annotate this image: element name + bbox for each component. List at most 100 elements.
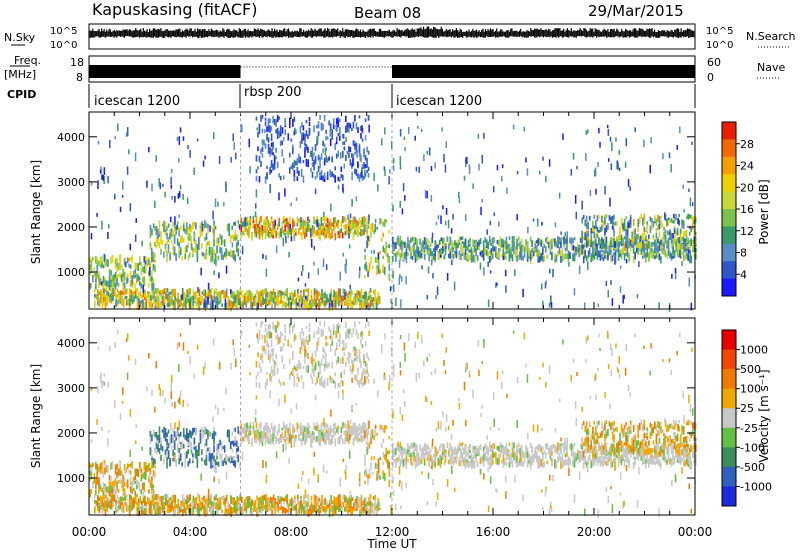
power-cell <box>337 151 339 157</box>
power-cell <box>539 250 541 256</box>
power-cell <box>395 242 397 248</box>
power-cell <box>120 207 122 212</box>
power-cell <box>342 142 344 145</box>
power-cell <box>255 300 257 306</box>
power-cell <box>299 302 301 308</box>
power-cell <box>671 238 673 244</box>
power-cell <box>681 237 683 241</box>
velocity-cell <box>301 439 303 446</box>
velocity-cell <box>364 461 366 466</box>
power-cell <box>444 255 446 259</box>
velocity-cell <box>298 424 300 428</box>
power-cell <box>144 302 146 309</box>
power-cell <box>212 227 214 233</box>
power-cell <box>286 231 288 235</box>
power-cell <box>689 214 691 218</box>
power-cell <box>348 153 350 159</box>
velocity-cell <box>262 436 264 442</box>
power-cell <box>101 221 103 230</box>
velocity-cell <box>268 343 270 348</box>
velocity-cell <box>287 428 289 435</box>
power-cell <box>252 303 254 309</box>
power-cell <box>503 256 505 260</box>
power-cell <box>367 236 369 241</box>
power-cell <box>181 294 183 299</box>
power-cell <box>160 249 162 255</box>
power-cell <box>357 231 359 237</box>
power-cell <box>339 127 341 131</box>
nsky-strip: N.Sky 10^5 10^0 10^5 10^0 N.Search <box>4 24 796 51</box>
power-cell <box>121 299 123 304</box>
power-cell <box>451 260 453 266</box>
power-cell <box>202 291 204 294</box>
power-cell <box>628 243 630 247</box>
velocity-cell <box>159 433 161 439</box>
power-cell <box>601 240 603 244</box>
power-cell <box>330 233 332 240</box>
power-cell <box>683 244 685 249</box>
power-cell <box>159 227 161 233</box>
power-cell <box>222 255 224 261</box>
power-cell <box>234 255 236 262</box>
velocity-cell <box>172 436 174 443</box>
power-cell <box>592 241 594 245</box>
power-cell <box>157 229 159 235</box>
power-cell <box>647 230 649 234</box>
nsearch-tick-top: 10^5 <box>706 26 733 37</box>
power-cell <box>402 208 404 214</box>
velocity-cell <box>271 366 273 374</box>
power-cell <box>613 215 615 220</box>
power-cell <box>213 232 215 239</box>
power-cell <box>483 248 485 255</box>
power-cell <box>241 303 243 307</box>
power-cell <box>218 256 220 261</box>
power-cell <box>106 280 108 286</box>
power-cell <box>665 250 667 257</box>
power-cell <box>159 178 161 187</box>
power-cell <box>287 133 289 140</box>
power-cell <box>184 254 186 259</box>
power-cell <box>672 220 674 223</box>
power-cell <box>400 299 402 307</box>
power-cell <box>200 227 202 234</box>
power-cell <box>95 283 97 289</box>
power-cell <box>232 250 234 258</box>
power-cell <box>431 260 433 266</box>
velocity-cell <box>318 438 320 441</box>
velocity-cell <box>265 382 267 389</box>
power-cell <box>665 230 667 234</box>
power-cell <box>573 245 575 250</box>
power-cell <box>489 256 491 263</box>
power-cell <box>498 254 500 258</box>
power-cell <box>244 228 246 235</box>
power-cell <box>452 249 454 252</box>
power-cell <box>207 241 209 245</box>
power-cell <box>300 141 302 148</box>
power-cell <box>189 298 191 301</box>
velocity-cell <box>150 431 152 437</box>
power-cell <box>118 274 120 277</box>
velocity-cell <box>162 446 164 451</box>
power-cell <box>265 233 267 239</box>
power-cell <box>353 222 355 229</box>
power-cell <box>121 264 123 269</box>
velocity-cell <box>242 437 244 441</box>
power-cell <box>173 289 175 297</box>
power-cell <box>333 217 335 224</box>
power-cell <box>389 169 391 173</box>
power-cell <box>692 217 694 223</box>
cpid-strip: CPID icescan 1200 rbsp 200 icescan 1200 <box>7 84 695 109</box>
power-cell <box>645 235 647 240</box>
power-cell <box>504 244 506 248</box>
velocity-cell <box>379 457 381 460</box>
power-cell <box>275 148 277 153</box>
power-cell <box>265 255 267 260</box>
velocity-cell <box>334 423 336 430</box>
power-cell <box>344 225 346 230</box>
power-cell <box>300 217 302 222</box>
velocity-cell <box>172 428 174 433</box>
power-cell <box>256 155 258 162</box>
power-cell <box>340 228 342 233</box>
power-cell <box>295 161 297 165</box>
